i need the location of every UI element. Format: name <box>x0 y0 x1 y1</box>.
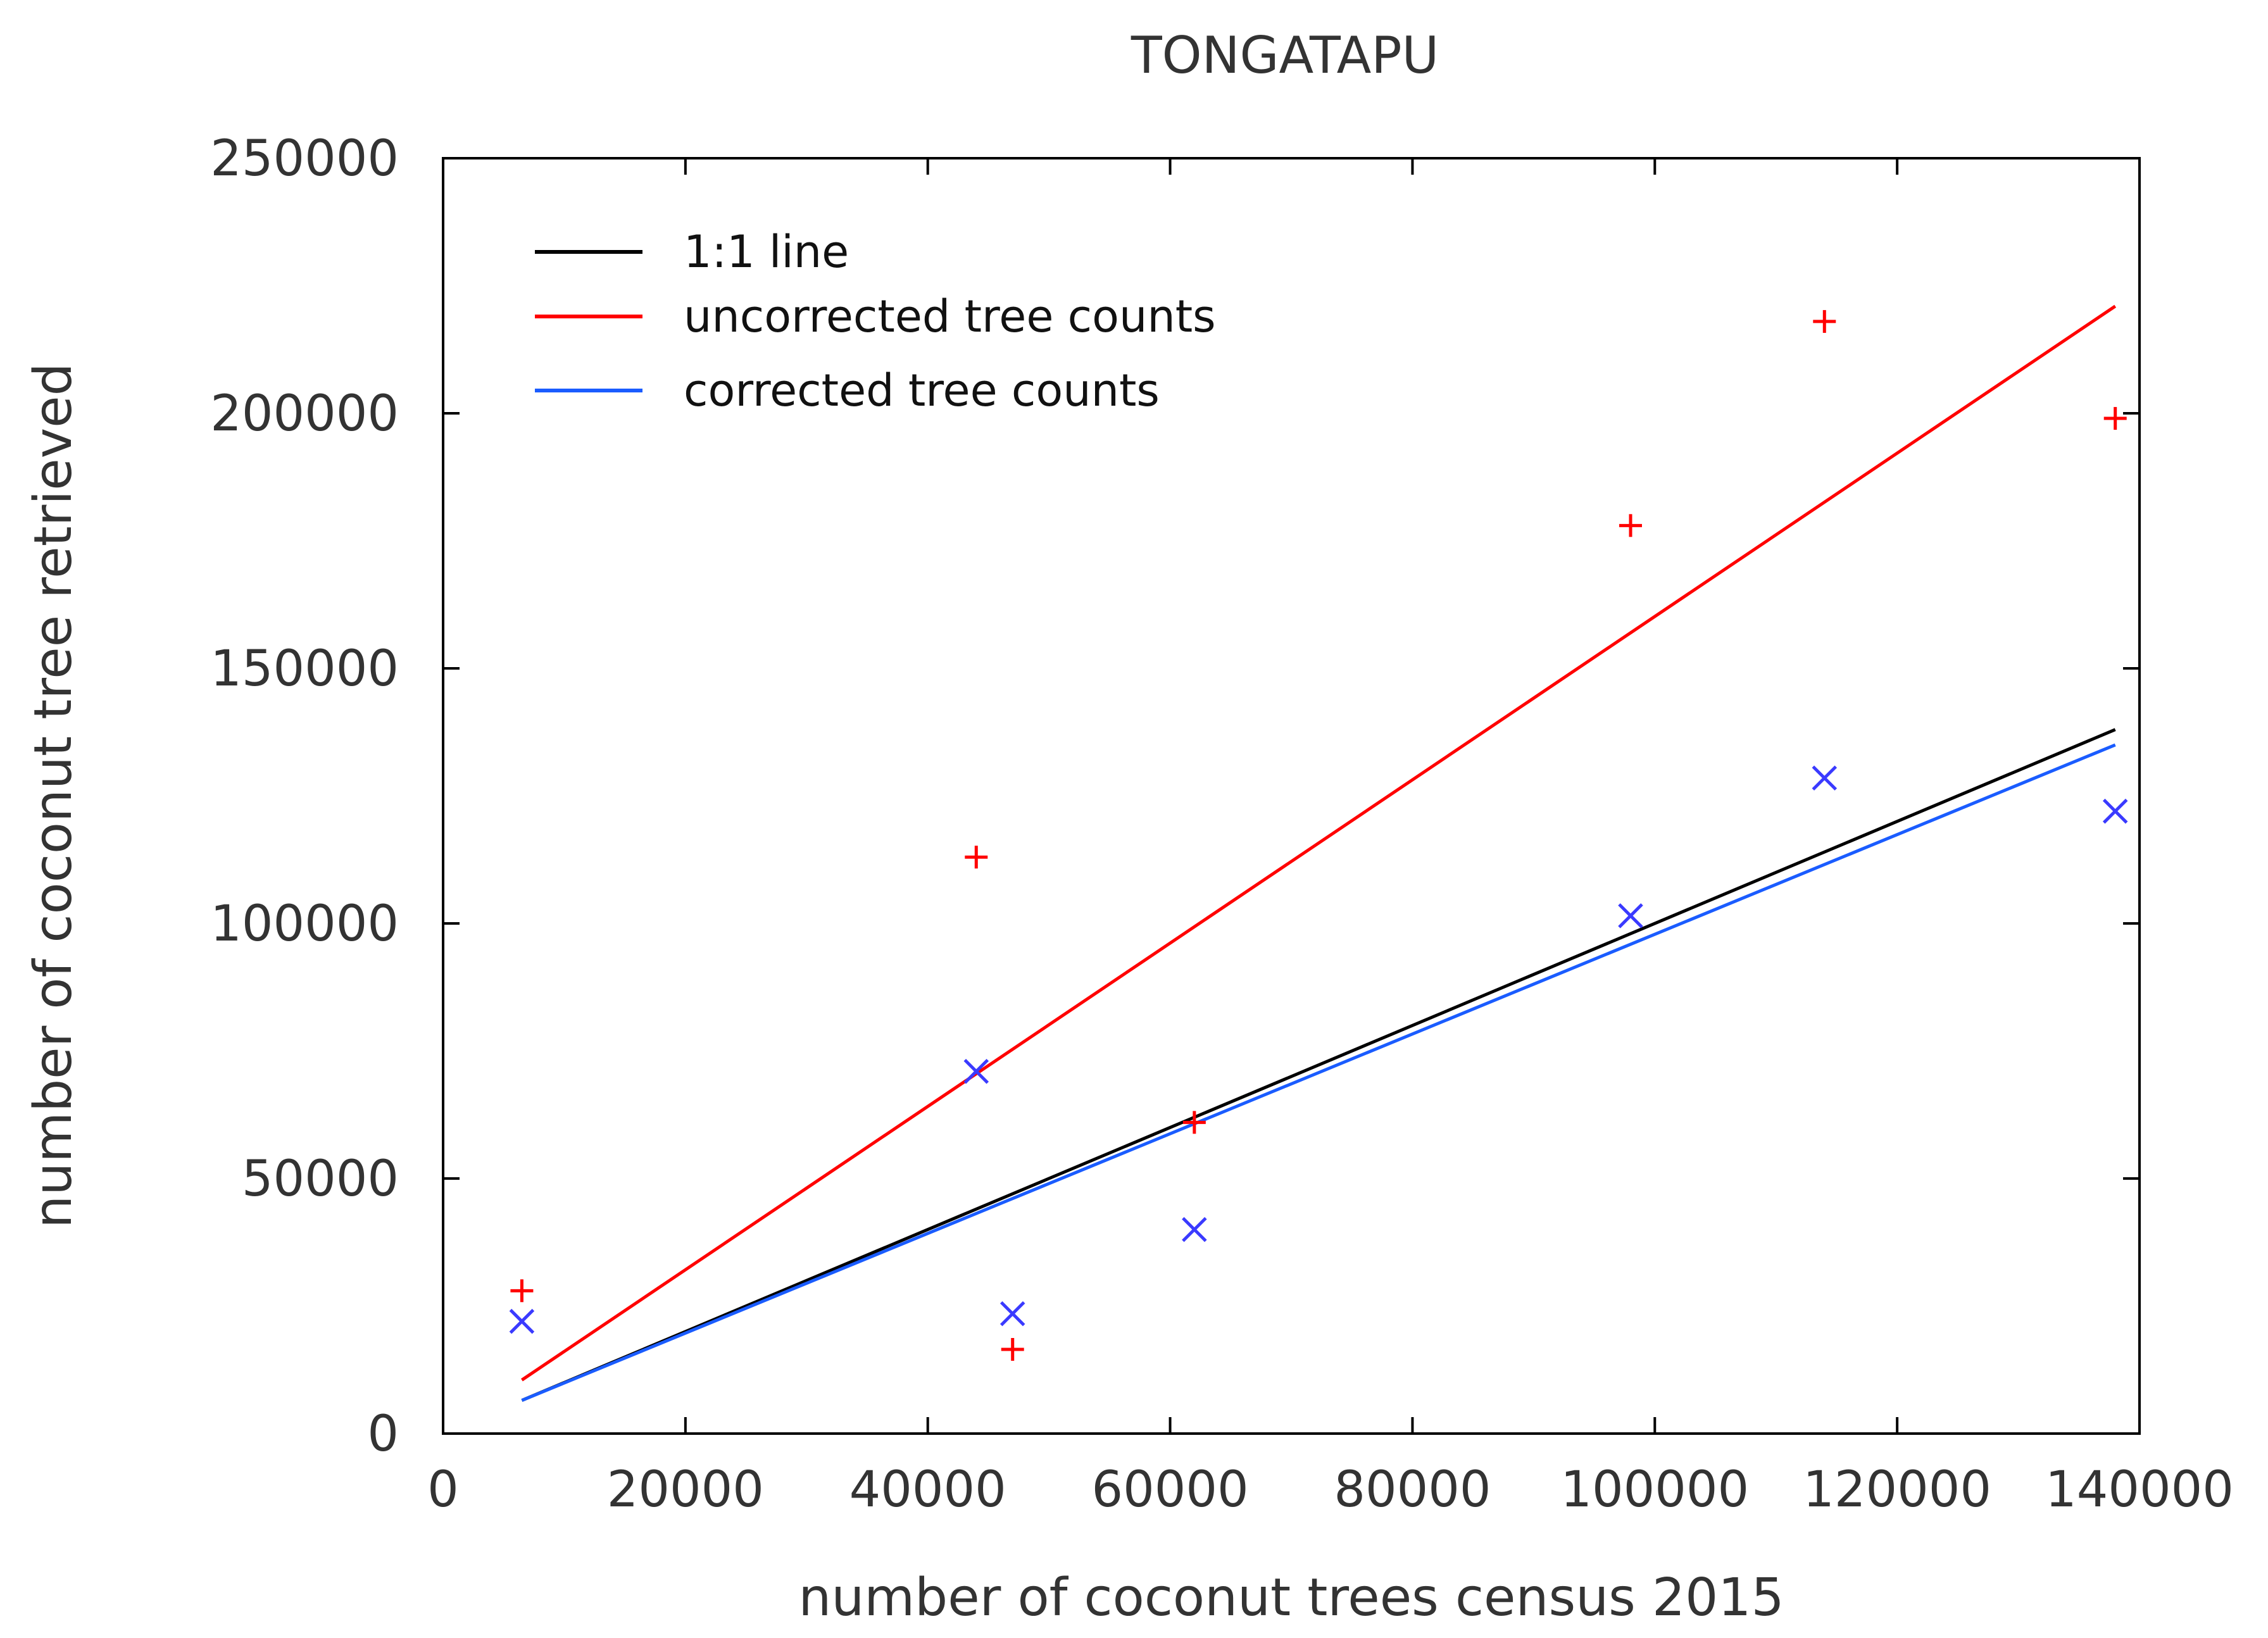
legend-label: 1:1 line <box>684 226 849 278</box>
legend-label: uncorrected tree counts <box>684 291 1216 342</box>
corrected-point <box>999 1301 1025 1327</box>
uncorrected-point <box>510 1279 534 1303</box>
corrected-point <box>1182 1216 1207 1242</box>
x-tick-label: 0 <box>427 1461 459 1518</box>
y-tick-label: 50000 <box>242 1151 399 1208</box>
cross-marker-b <box>509 1308 535 1334</box>
x-axis-label: number of coconut trees census 2015 <box>798 1568 1784 1628</box>
y-tick-label: 250000 <box>210 130 399 187</box>
corrected-point <box>2102 798 2128 824</box>
marker-layer <box>509 309 2128 1361</box>
chart-title: TONGATAPU <box>1131 26 1439 85</box>
x-tick-label: 140000 <box>2045 1461 2234 1518</box>
cross-marker-b <box>1812 765 1838 791</box>
x-tick-labels: 0 20000 40000 60000 80000 100000 120000 140000 <box>427 1461 2234 1518</box>
plot-frame <box>442 157 2141 1435</box>
uncorrected-point <box>1619 514 1642 537</box>
series-line <box>521 728 2116 1402</box>
x-tick-label: 60000 <box>1092 1461 1249 1518</box>
x-tick-label: 40000 <box>849 1461 1006 1518</box>
y-axis-label: number of coconut tree retrieved <box>23 363 84 1228</box>
corrected-point <box>509 1308 535 1334</box>
uncorrected-point <box>965 846 988 869</box>
corrected-point <box>963 1058 989 1084</box>
x-tick-label: 20000 <box>607 1461 764 1518</box>
series-line <box>521 304 2117 1382</box>
series-layer <box>521 304 2117 1402</box>
x-tick-label: 80000 <box>1334 1461 1491 1518</box>
y-tick-label: 100000 <box>210 896 399 953</box>
legend-label: corrected tree counts <box>684 365 1160 416</box>
cross-marker-b <box>963 1058 989 1084</box>
corrected-point <box>1812 765 1838 791</box>
cross-marker-b <box>2102 798 2128 824</box>
uncorrected-point <box>1182 1111 1206 1134</box>
uncorrected-point <box>1813 309 1836 333</box>
series-line <box>521 743 2116 1402</box>
x-tick-label: 100000 <box>1560 1461 1749 1518</box>
y-tick-label: 0 <box>367 1406 399 1463</box>
cross-marker-b <box>1182 1216 1207 1242</box>
uncorrected-point <box>1001 1338 1024 1361</box>
cross-marker-b <box>1618 903 1643 928</box>
legend: 1:1 line uncorrected tree counts corrected… <box>535 226 1216 416</box>
y-tick-labels: 0 50000 100000 150000 200000 250000 <box>210 130 399 1463</box>
y-tick-label: 150000 <box>210 641 399 697</box>
uncorrected-point <box>2103 407 2127 430</box>
cross-marker-b <box>999 1301 1025 1327</box>
x-tick-label: 120000 <box>1803 1461 1991 1518</box>
y-tick-label: 200000 <box>210 385 399 442</box>
corrected-point <box>1618 903 1643 928</box>
